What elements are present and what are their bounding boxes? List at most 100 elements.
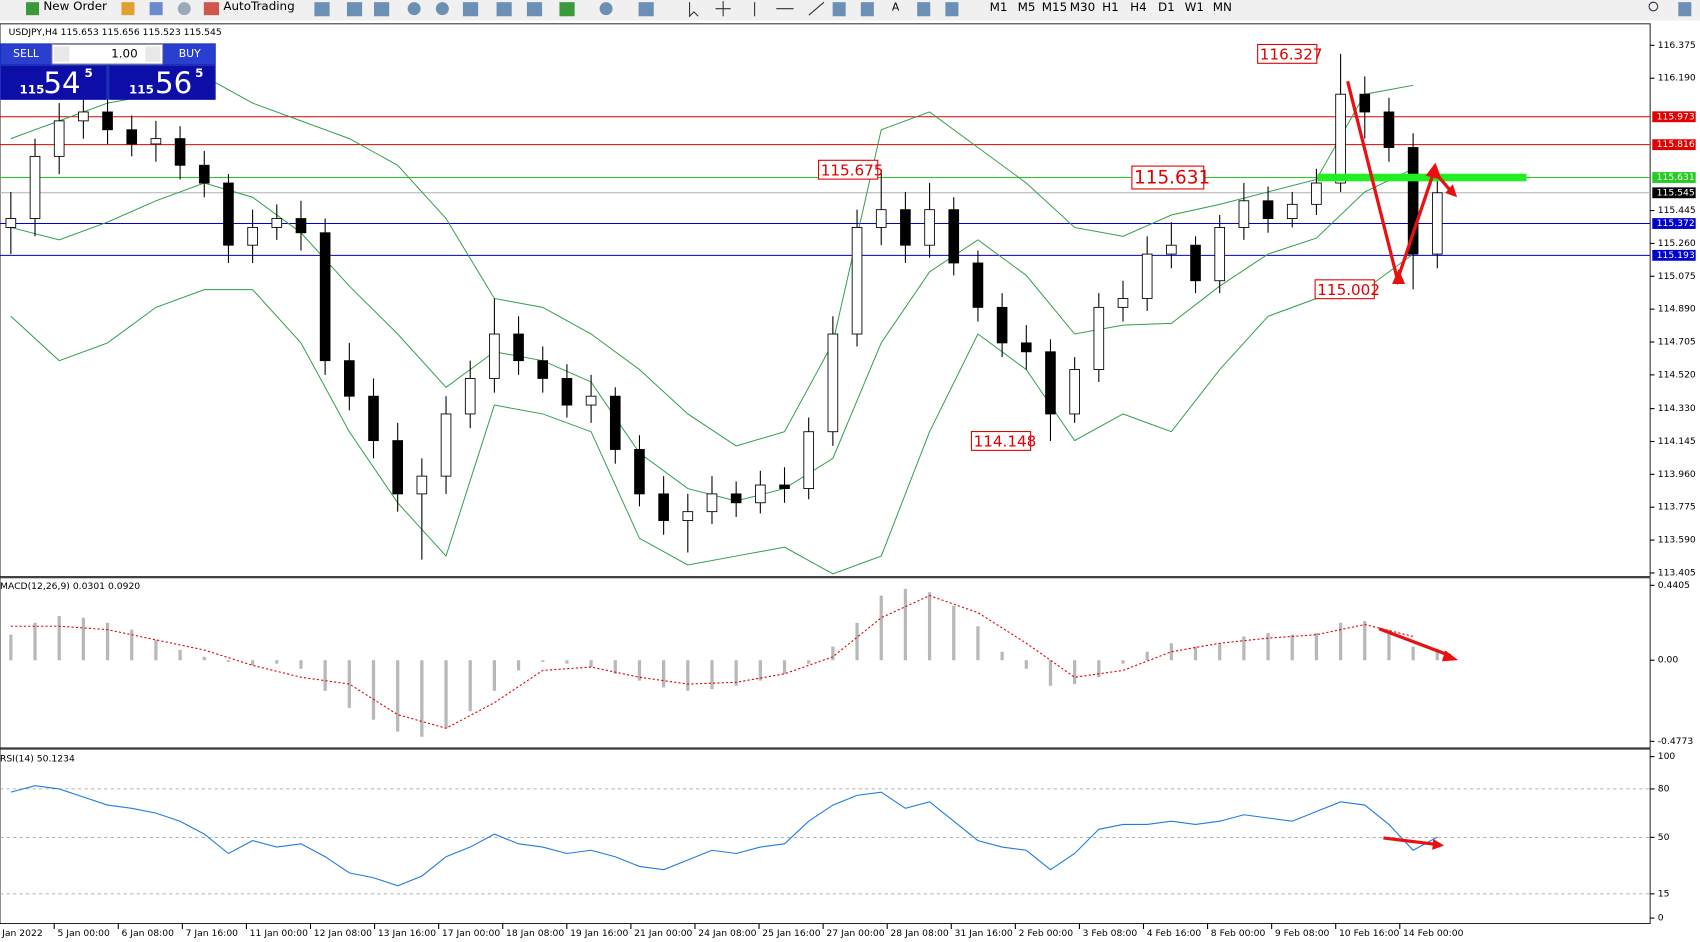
lot-input[interactable] — [51, 43, 164, 65]
timeframe[interactable]: H1 — [1102, 0, 1119, 14]
icon[interactable] — [832, 2, 846, 17]
sell-price-box[interactable] — [1, 66, 107, 100]
price-level-tag — [1652, 249, 1696, 261]
candle-body — [1117, 298, 1129, 308]
icon[interactable] — [526, 2, 543, 17]
y-tick-label: 116.190 — [1658, 73, 1696, 84]
macd-arrow — [1378, 627, 1452, 658]
x-tick-label: 2 Feb 00:00 — [1019, 928, 1074, 939]
crosshair-icon[interactable] — [715, 1, 731, 17]
sell-price-big: 115 — [20, 82, 45, 96]
icon[interactable] — [496, 2, 512, 17]
timeframe[interactable]: M1 — [990, 0, 1008, 14]
y-tick-label: 115.260 — [1658, 238, 1696, 249]
candle-body — [271, 218, 283, 228]
candle-body — [1286, 203, 1298, 219]
icon[interactable] — [917, 2, 931, 17]
auto-trading[interactable]: AutoTrading — [223, 0, 294, 13]
icon[interactable] — [407, 2, 421, 16]
icon[interactable] — [177, 2, 191, 16]
candle-body — [1262, 200, 1274, 219]
lot-value[interactable]: 1.00 — [111, 47, 138, 61]
candle-body — [344, 360, 355, 397]
icon[interactable] — [462, 2, 479, 17]
icon[interactable] — [945, 2, 959, 17]
timeframe[interactable]: MN — [1213, 0, 1232, 14]
timeframe[interactable]: M15 — [1042, 0, 1067, 14]
arrow-head — [1441, 650, 1459, 662]
y-tick-label: 114.705 — [1658, 337, 1696, 348]
annotation: 115.675 — [821, 161, 884, 179]
annotation-box — [1257, 43, 1318, 64]
buy-label[interactable]: BUY — [179, 47, 201, 60]
y-tick-label: 114.520 — [1658, 369, 1696, 380]
x-tick-label: 19 Jan 16:00 — [570, 928, 628, 939]
y-tick-label: 113.405 — [1658, 567, 1696, 578]
icon[interactable] — [559, 2, 575, 17]
candle-body — [779, 484, 790, 489]
candle-body — [682, 511, 694, 521]
x-tick-label: Jan 2022 — [1, 928, 43, 939]
bollinger-lower — [10, 253, 1414, 575]
timeframe[interactable]: D1 — [1158, 0, 1175, 14]
candle-body — [658, 493, 669, 521]
icon[interactable] — [314, 2, 330, 17]
candle-body — [319, 232, 331, 362]
x-tick-label: 31 Jan 16:00 — [955, 928, 1013, 939]
new-order[interactable]: New Order — [43, 0, 107, 13]
y-tick-label: 80 — [1658, 783, 1670, 794]
y-tick-label: 100 — [1658, 751, 1676, 762]
timeframe[interactable]: M5 — [1018, 0, 1036, 14]
sell-label[interactable]: SELL — [13, 47, 39, 60]
lot-down[interactable] — [54, 46, 70, 62]
candle-body — [513, 333, 524, 362]
candle-body — [102, 111, 113, 131]
candle-body — [1045, 351, 1056, 415]
candle-body — [1093, 306, 1105, 370]
icon[interactable] — [346, 2, 363, 17]
lot-up[interactable] — [145, 46, 161, 62]
candle-body — [464, 377, 476, 415]
main-panel — [0, 23, 1651, 578]
annotation: 114.148 — [974, 433, 1037, 451]
icon[interactable] — [599, 2, 613, 16]
icon[interactable] — [121, 2, 135, 16]
x-tick-label: 21 Jan 00:00 — [634, 928, 692, 939]
candle-body — [198, 164, 210, 184]
candle-body — [996, 306, 1008, 344]
candle-body — [730, 493, 742, 504]
buy-button[interactable] — [163, 44, 215, 64]
text-tool[interactable]: A — [892, 1, 900, 14]
line-icons[interactable] — [754, 1, 825, 17]
candle-body — [53, 120, 65, 157]
candle-body — [1190, 244, 1201, 282]
rsi-arrow — [1383, 836, 1437, 847]
buy-price-box[interactable] — [109, 66, 215, 100]
timeframe[interactable]: W1 — [1185, 0, 1204, 14]
x-tick-label: 8 Feb 00:00 — [1211, 928, 1266, 939]
timeframe[interactable]: H4 — [1130, 0, 1147, 14]
y-tick-label: 114.890 — [1658, 304, 1696, 315]
annotation-box — [1314, 279, 1375, 300]
icon[interactable] — [860, 2, 874, 17]
icon[interactable] — [149, 2, 163, 16]
icon[interactable] — [374, 2, 390, 17]
y-tick-label: 0.00 — [1658, 655, 1679, 666]
x-tick-label: 4 Feb 16:00 — [1147, 928, 1202, 939]
cursor-icon[interactable] — [688, 2, 699, 18]
new-order-icon[interactable] — [26, 2, 40, 16]
price-level-label: 115.193 — [1657, 250, 1695, 261]
icon[interactable] — [435, 2, 449, 16]
autotrading-icon[interactable] — [203, 2, 220, 16]
x-tick-label: 6 Jan 08:00 — [122, 928, 175, 939]
candle-body — [634, 449, 645, 495]
sell-button[interactable] — [1, 44, 51, 64]
candle-body — [1238, 200, 1250, 228]
icon[interactable] — [1678, 2, 1692, 17]
timeframe[interactable]: M30 — [1070, 0, 1095, 14]
search-icon[interactable] — [1648, 1, 1659, 12]
icon[interactable] — [638, 2, 654, 17]
annotation-box — [818, 159, 879, 180]
candle-body — [1020, 342, 1032, 353]
